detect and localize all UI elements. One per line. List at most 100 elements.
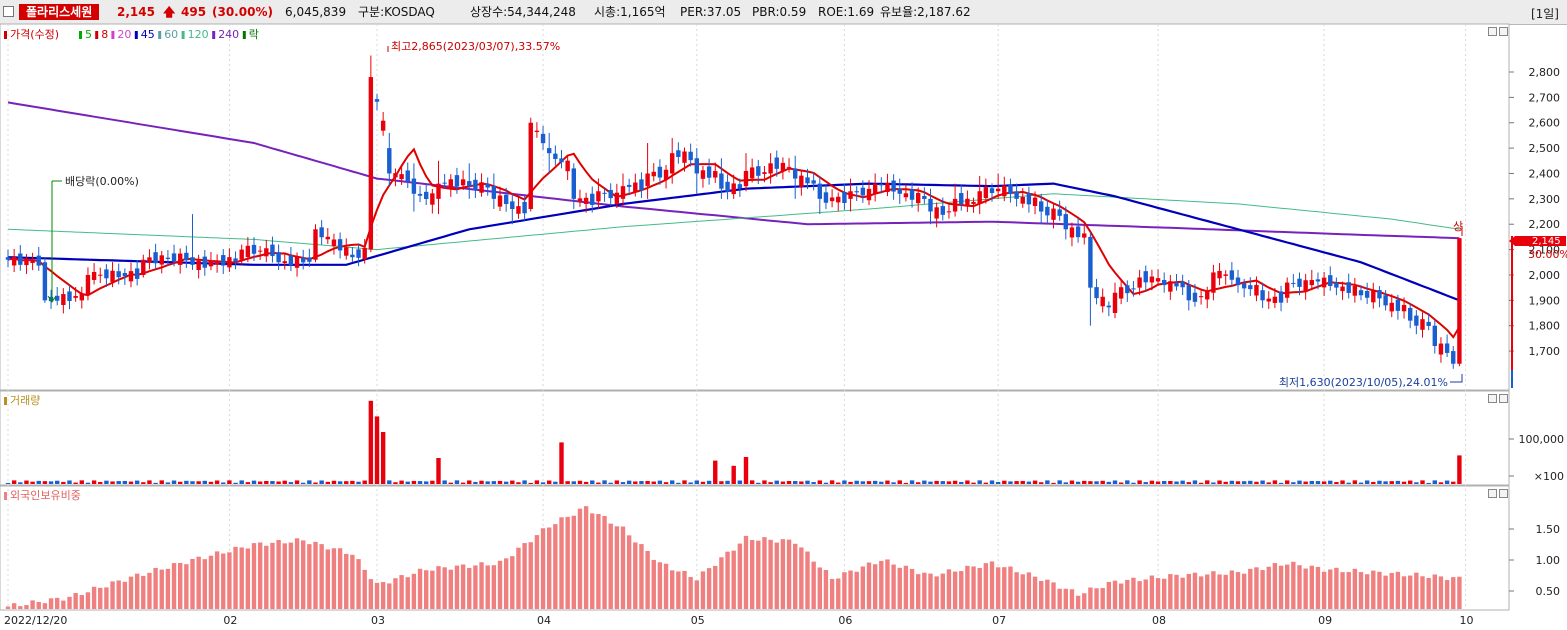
- candle[interactable]: [836, 196, 841, 203]
- volume-bar[interactable]: [288, 482, 294, 484]
- volume-bar[interactable]: [510, 480, 515, 484]
- candle[interactable]: [221, 255, 226, 266]
- foreign-bar[interactable]: [1352, 568, 1358, 609]
- foreign-bar[interactable]: [91, 586, 97, 609]
- candle[interactable]: [879, 184, 884, 186]
- volume-bar[interactable]: [245, 482, 251, 484]
- foreign-bar[interactable]: [670, 570, 675, 609]
- candle[interactable]: [713, 171, 718, 178]
- volume-bar[interactable]: [780, 481, 786, 484]
- foreign-bar[interactable]: [811, 561, 816, 609]
- foreign-bar[interactable]: [774, 542, 779, 609]
- volume-bar[interactable]: [128, 481, 134, 484]
- foreign-bar[interactable]: [350, 554, 355, 609]
- foreign-bar[interactable]: [48, 598, 54, 609]
- foreign-bar[interactable]: [977, 568, 982, 609]
- candle[interactable]: [1278, 291, 1284, 303]
- candle[interactable]: [1297, 278, 1302, 287]
- candle[interactable]: [1008, 184, 1013, 195]
- candle[interactable]: [73, 295, 78, 298]
- volume-bar[interactable]: [1020, 480, 1025, 484]
- volume-bar[interactable]: [190, 481, 195, 484]
- candle[interactable]: [1094, 287, 1099, 299]
- candle[interactable]: [1149, 276, 1155, 283]
- foreign-bar[interactable]: [971, 566, 976, 609]
- foreign-bar[interactable]: [1260, 570, 1265, 609]
- foreign-bar[interactable]: [510, 556, 515, 609]
- candle[interactable]: [1174, 282, 1179, 287]
- volume-bar[interactable]: [1346, 482, 1351, 484]
- volume-bar[interactable]: [1444, 480, 1450, 484]
- candle[interactable]: [91, 271, 97, 280]
- volume-bar[interactable]: [405, 481, 410, 484]
- candle[interactable]: [128, 271, 134, 282]
- candle[interactable]: [239, 249, 244, 260]
- volume-bar[interactable]: [516, 482, 521, 484]
- volume-bar[interactable]: [1069, 480, 1075, 484]
- foreign-bar[interactable]: [5, 606, 11, 610]
- volume-bar[interactable]: [879, 481, 884, 484]
- candle[interactable]: [257, 250, 263, 252]
- volume-bar[interactable]: [891, 482, 896, 484]
- volume-bar[interactable]: [571, 481, 576, 484]
- candle[interactable]: [442, 182, 447, 184]
- foreign-bar[interactable]: [307, 544, 312, 609]
- foreign-bar[interactable]: [608, 523, 613, 609]
- foreign-bar[interactable]: [639, 544, 644, 609]
- volume-bar[interactable]: [1358, 482, 1364, 484]
- foreign-bar[interactable]: [786, 539, 792, 609]
- foreign-bar[interactable]: [1057, 588, 1062, 609]
- volume-bar[interactable]: [1364, 480, 1370, 484]
- volume-bar[interactable]: [356, 481, 361, 484]
- candle[interactable]: [417, 193, 423, 196]
- volume-bar[interactable]: [134, 480, 140, 484]
- candle[interactable]: [928, 198, 933, 212]
- candle[interactable]: [694, 158, 699, 174]
- volume-bar[interactable]: [424, 481, 429, 484]
- volume-bar[interactable]: [590, 480, 595, 484]
- candle[interactable]: [1444, 343, 1450, 353]
- candle[interactable]: [670, 153, 675, 174]
- foreign-bar[interactable]: [713, 565, 718, 609]
- candle[interactable]: [651, 171, 656, 177]
- candle[interactable]: [344, 247, 349, 256]
- volume-bar[interactable]: [1432, 480, 1437, 484]
- volume-bar[interactable]: [1420, 480, 1425, 484]
- foreign-bar[interactable]: [1075, 595, 1081, 609]
- foreign-bar[interactable]: [928, 573, 933, 609]
- volume-bar[interactable]: [1217, 480, 1222, 484]
- foreign-bar[interactable]: [706, 568, 712, 609]
- foreign-bar[interactable]: [1045, 579, 1050, 609]
- candle[interactable]: [98, 274, 103, 276]
- candle[interactable]: [1137, 277, 1142, 288]
- volume-bar[interactable]: [454, 480, 460, 484]
- candle[interactable]: [866, 188, 872, 201]
- foreign-bar[interactable]: [768, 539, 773, 609]
- volume-bar[interactable]: [1180, 480, 1185, 484]
- volume-bar[interactable]: [793, 481, 798, 484]
- foreign-bar[interactable]: [122, 581, 128, 609]
- foreign-bar[interactable]: [1106, 581, 1112, 609]
- volume-bar[interactable]: [1168, 480, 1173, 484]
- volume-bar[interactable]: [1051, 482, 1056, 484]
- foreign-bar[interactable]: [1063, 588, 1068, 609]
- candle[interactable]: [731, 183, 736, 195]
- candle[interactable]: [165, 257, 171, 259]
- candle[interactable]: [1002, 185, 1007, 197]
- volume-bar[interactable]: [1057, 480, 1062, 484]
- volume-bar[interactable]: [620, 482, 626, 484]
- foreign-bar[interactable]: [762, 537, 767, 609]
- volume-bar[interactable]: [1143, 482, 1148, 484]
- candle[interactable]: [590, 193, 595, 205]
- candle[interactable]: [331, 239, 337, 247]
- foreign-bar[interactable]: [362, 569, 367, 609]
- foreign-bar[interactable]: [221, 553, 226, 609]
- candle[interactable]: [147, 257, 152, 263]
- foreign-bar[interactable]: [257, 542, 263, 609]
- foreign-bar[interactable]: [319, 544, 324, 609]
- foreign-bar[interactable]: [596, 514, 601, 609]
- volume-bar[interactable]: [1205, 480, 1210, 484]
- foreign-bar[interactable]: [626, 535, 632, 609]
- volume-bar[interactable]: [676, 482, 681, 484]
- foreign-bar[interactable]: [1014, 572, 1019, 609]
